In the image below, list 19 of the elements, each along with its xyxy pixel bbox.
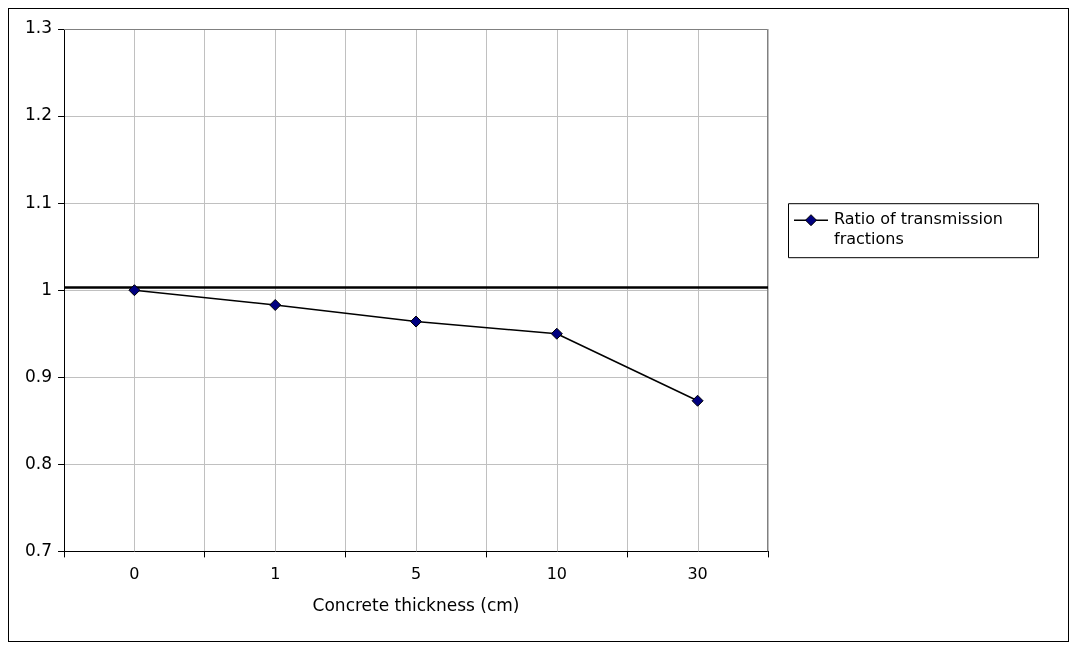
point	[128, 284, 141, 297]
point	[269, 299, 282, 311]
y-tick-label: 1.2	[24, 104, 53, 125]
y-tick-label: 0.7	[24, 539, 53, 560]
y-tick-label: 0.9	[24, 365, 53, 386]
y-tick-label: 1	[41, 278, 53, 299]
point	[691, 394, 704, 407]
x-axis-title: Concrete thickness (cm)	[312, 595, 520, 616]
legend-label: Ratio of transmission fractions	[834, 209, 1003, 249]
x-tick-label: 5	[410, 564, 422, 584]
y-tick-label: 0.8	[24, 452, 53, 473]
y-tick-label: 1.1	[24, 191, 53, 212]
x-tick-label: 1	[270, 564, 281, 584]
y-tick-label: 1.3	[24, 17, 53, 38]
point	[550, 327, 563, 340]
x-tick-label: 10	[546, 564, 567, 584]
point	[410, 315, 423, 328]
x-tick-label: 0	[129, 564, 140, 584]
x-tick-label: 30	[687, 564, 708, 584]
